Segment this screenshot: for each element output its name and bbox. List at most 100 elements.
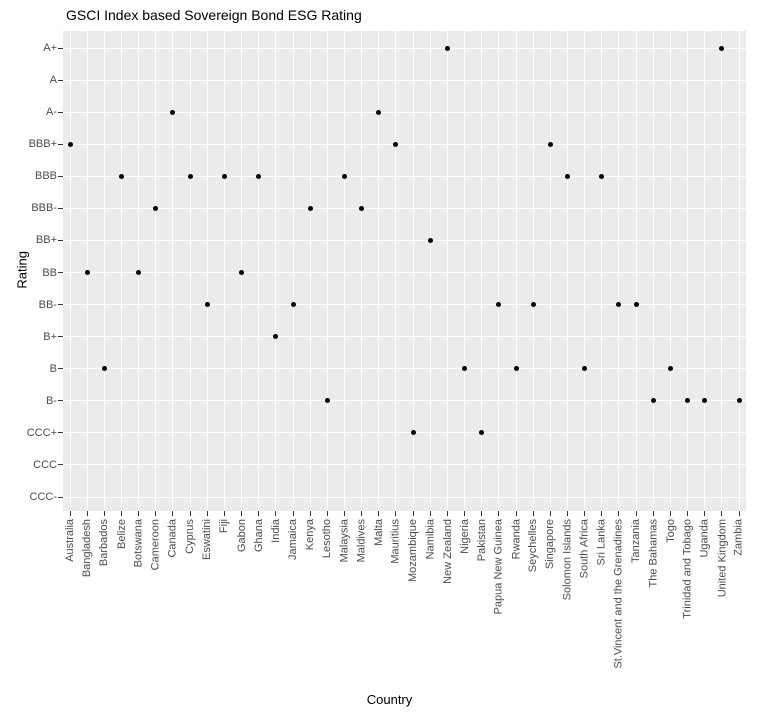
x-tick-label: Australia bbox=[64, 519, 76, 562]
x-tick-mark bbox=[412, 511, 414, 516]
x-tick-label: New Zealand bbox=[441, 519, 454, 584]
gridline-x bbox=[103, 31, 105, 511]
y-tick-mark bbox=[58, 400, 63, 402]
gridline-x bbox=[292, 31, 294, 511]
gridline-x bbox=[584, 31, 586, 511]
gridline-y bbox=[63, 79, 746, 81]
y-tick-mark bbox=[58, 432, 63, 434]
x-tick-label: Mauritius bbox=[389, 519, 402, 564]
gridline-x bbox=[687, 31, 689, 511]
gridline-x bbox=[566, 31, 568, 511]
gridline-x bbox=[155, 31, 157, 511]
x-tick-mark bbox=[223, 511, 225, 516]
x-tick-mark bbox=[309, 511, 311, 516]
x-tick-mark bbox=[120, 511, 122, 516]
x-tick-mark bbox=[446, 511, 448, 516]
x-tick-label: Solomon Islands bbox=[561, 519, 574, 601]
gridline-y bbox=[63, 143, 746, 145]
x-tick-label: Cameroon bbox=[149, 519, 162, 571]
y-tick-mark bbox=[58, 175, 63, 177]
x-tick-mark bbox=[138, 511, 140, 516]
y-tick-label: BB- bbox=[38, 298, 57, 311]
gridline-y bbox=[63, 336, 746, 338]
y-tick-label: BB+ bbox=[35, 234, 57, 247]
gridline-x bbox=[446, 31, 448, 511]
data-point bbox=[462, 366, 468, 372]
x-tick-mark bbox=[429, 511, 431, 516]
gridline-y bbox=[63, 464, 746, 466]
x-tick-mark bbox=[343, 511, 345, 516]
gridline-y bbox=[63, 496, 746, 498]
x-tick-mark bbox=[378, 511, 380, 516]
gridline-x bbox=[412, 31, 414, 511]
y-tick-mark bbox=[58, 111, 63, 113]
x-tick-mark bbox=[635, 511, 637, 516]
gridline-y bbox=[63, 400, 746, 402]
data-point bbox=[101, 366, 107, 372]
data-point bbox=[341, 173, 347, 179]
x-tick-mark bbox=[601, 511, 603, 516]
gridline-x bbox=[618, 31, 620, 511]
data-point bbox=[564, 173, 570, 179]
x-tick-mark bbox=[481, 511, 483, 516]
y-tick-label: BB bbox=[42, 266, 57, 279]
x-tick-mark bbox=[738, 511, 740, 516]
data-point bbox=[187, 173, 193, 179]
y-tick-label: B- bbox=[46, 394, 57, 407]
x-tick-mark bbox=[549, 511, 551, 516]
x-tick-mark bbox=[721, 511, 723, 516]
gridline-y bbox=[63, 432, 746, 434]
x-tick-mark bbox=[395, 511, 397, 516]
gridline-x bbox=[532, 31, 534, 511]
x-tick-mark bbox=[258, 511, 260, 516]
x-tick-label: Malta bbox=[372, 519, 385, 546]
gridline-y bbox=[63, 47, 746, 49]
x-tick-label: Nigeria bbox=[458, 519, 471, 554]
data-point bbox=[239, 270, 245, 275]
x-tick-mark bbox=[532, 511, 534, 516]
data-point bbox=[444, 45, 450, 51]
gridline-x bbox=[172, 31, 174, 511]
y-tick-label: B+ bbox=[43, 330, 57, 343]
gridline-x bbox=[464, 31, 466, 511]
y-tick-mark bbox=[58, 368, 63, 370]
gridline-x bbox=[652, 31, 654, 511]
data-point bbox=[273, 334, 279, 340]
x-tick-label: Namibia bbox=[424, 519, 437, 560]
gridline-x bbox=[601, 31, 603, 511]
data-point bbox=[496, 302, 502, 308]
x-tick-mark bbox=[669, 511, 671, 516]
x-tick-label: St.Vincent and the Grenadines bbox=[612, 519, 625, 669]
gridline-x bbox=[378, 31, 380, 511]
x-tick-mark bbox=[206, 511, 208, 516]
x-tick-label: Togo bbox=[664, 519, 677, 543]
gridline-x bbox=[515, 31, 517, 511]
x-tick-mark bbox=[498, 511, 500, 516]
y-tick-label: BBB+ bbox=[28, 138, 57, 151]
x-tick-label: Malaysia bbox=[338, 519, 351, 563]
data-point bbox=[290, 302, 296, 308]
x-tick-mark bbox=[464, 511, 466, 516]
data-point bbox=[650, 398, 656, 404]
gridline-x bbox=[326, 31, 328, 511]
gridline-x bbox=[69, 31, 71, 511]
x-tick-label: Singapore bbox=[544, 519, 557, 570]
gridline-x bbox=[721, 31, 723, 511]
gridline-x bbox=[361, 31, 363, 511]
x-tick-label: Eswatini bbox=[201, 519, 214, 560]
x-tick-mark bbox=[361, 511, 363, 516]
y-tick-label: A+ bbox=[43, 42, 57, 54]
x-tick-mark bbox=[189, 511, 191, 516]
x-tick-mark bbox=[584, 511, 586, 516]
x-tick-label: Lesotho bbox=[321, 519, 334, 559]
x-tick-mark bbox=[687, 511, 689, 516]
y-tick-label: A- bbox=[46, 106, 57, 119]
x-tick-label: Gabon bbox=[235, 519, 248, 553]
gridline-x bbox=[258, 31, 260, 511]
chart-title: GSCI Index based Sovereign Bond ESG Rati… bbox=[66, 7, 362, 23]
data-point bbox=[547, 141, 553, 147]
gridline-x bbox=[549, 31, 551, 511]
data-point bbox=[685, 398, 691, 404]
y-tick-mark bbox=[58, 143, 63, 145]
